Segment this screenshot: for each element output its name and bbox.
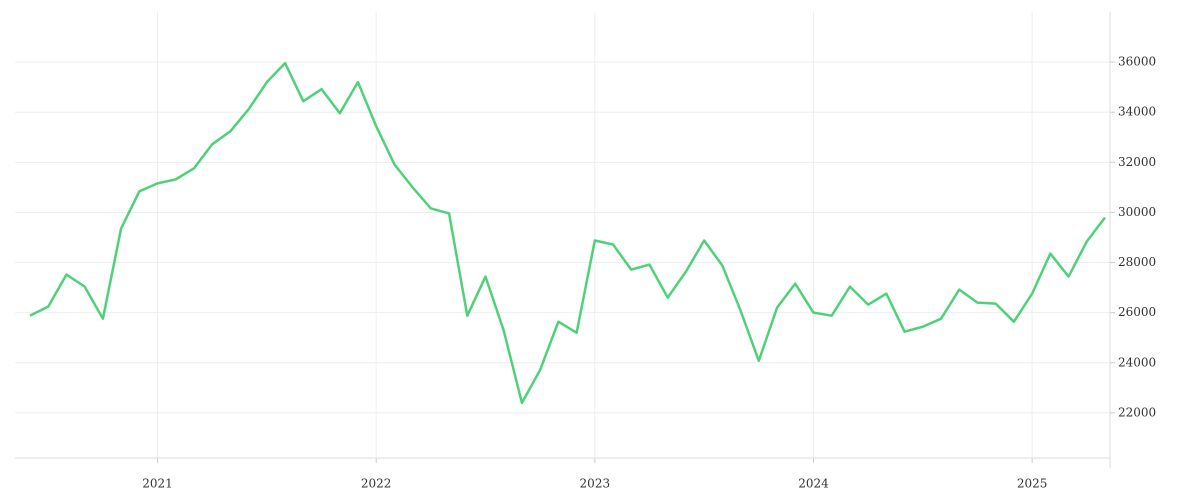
- y-tick-label: 30000: [1118, 205, 1156, 219]
- x-tick-label: 2023: [580, 477, 611, 491]
- x-tick-label: 2022: [361, 477, 392, 491]
- y-tick-label: 26000: [1118, 305, 1156, 319]
- y-tick-label: 34000: [1118, 105, 1156, 119]
- y-tick-label: 22000: [1118, 405, 1156, 419]
- x-tick-label: 2021: [142, 477, 173, 491]
- y-tick-label: 28000: [1118, 255, 1156, 269]
- y-tick-label: 24000: [1118, 355, 1156, 369]
- x-tick-label: 2024: [798, 477, 829, 491]
- data-line: [29, 61, 1106, 405]
- y-tick-label: 32000: [1118, 155, 1156, 169]
- y-tick-label: 36000: [1118, 55, 1156, 69]
- x-tick-label: 2025: [1017, 477, 1048, 491]
